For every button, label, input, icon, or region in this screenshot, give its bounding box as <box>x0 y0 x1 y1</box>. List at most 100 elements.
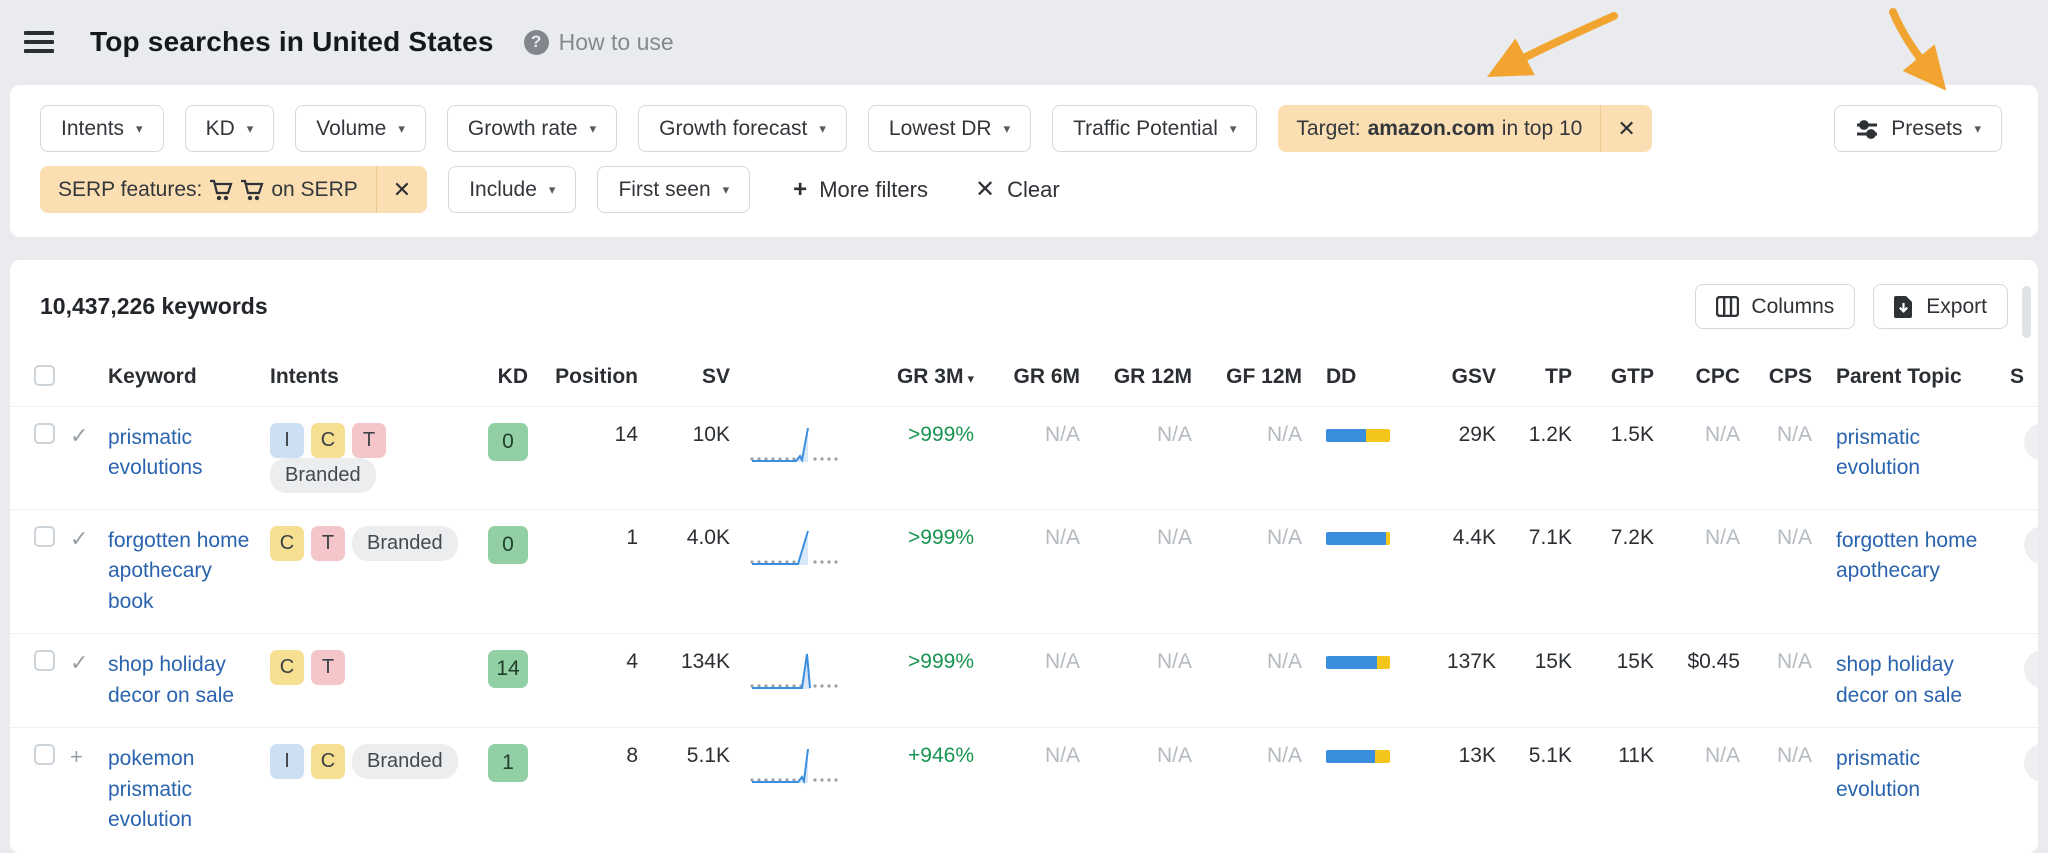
col-header-gtp[interactable]: GTP <box>1580 349 1662 407</box>
col-header-tp[interactable]: TP <box>1504 349 1580 407</box>
filter-row-2: SERP features: on SERP ✕ Include▾ First … <box>40 166 2008 213</box>
gtp-value: 11K <box>1580 728 1662 852</box>
col-header-position[interactable]: Position <box>536 349 646 407</box>
col-header-gf12m[interactable]: GF 12M <box>1200 349 1310 407</box>
col-header-gr6m[interactable]: GR 6M <box>982 349 1088 407</box>
gf12m-value: N/A <box>1200 510 1310 634</box>
chevron-down-icon: ▾ <box>1974 121 1981 137</box>
more-filters-button[interactable]: + More filters <box>793 176 928 204</box>
serp-features-button[interactable] <box>2024 423 2038 461</box>
col-header-gr12m[interactable]: GR 12M <box>1088 349 1200 407</box>
keyword-link[interactable]: forgotten home apothecary book <box>108 529 249 613</box>
filter-intents[interactable]: Intents▾ <box>40 105 164 152</box>
branded-badge: Branded <box>352 744 458 779</box>
row-checkbox[interactable] <box>34 526 55 547</box>
export-file-icon <box>1894 295 1914 318</box>
parent-topic-link[interactable]: prismatic evolution <box>1836 747 1920 800</box>
col-header-kd[interactable]: KD <box>474 349 536 407</box>
gr6m-value: N/A <box>982 510 1088 634</box>
shopping-cart-icon <box>240 179 264 201</box>
plus-add-icon[interactable]: + <box>70 744 83 769</box>
gr12m-value: N/A <box>1088 510 1200 634</box>
presets-button[interactable]: Presets ▾ <box>1834 105 2002 152</box>
chevron-down-icon: ▾ <box>136 121 143 137</box>
gr12m-value: N/A <box>1088 634 1200 728</box>
col-header-gr3m-sorted[interactable]: GR 3M▾ <box>850 349 982 407</box>
select-all-checkbox[interactable] <box>34 365 55 386</box>
position-value: 8 <box>536 728 646 852</box>
hamburger-menu-icon[interactable] <box>24 31 54 53</box>
filter-lowest-dr[interactable]: Lowest DR▾ <box>868 105 1031 152</box>
chevron-down-icon: ▾ <box>398 121 405 137</box>
filter-include[interactable]: Include▾ <box>448 166 576 213</box>
col-header-gsv[interactable]: GSV <box>1406 349 1504 407</box>
filter-kd[interactable]: KD▾ <box>185 105 275 152</box>
chevron-down-icon: ▾ <box>549 182 556 198</box>
col-header-parent-topic[interactable]: Parent Topic <box>1820 349 2002 407</box>
clear-x-icon: ✕ <box>975 175 995 204</box>
filter-growth-forecast[interactable]: Growth forecast▾ <box>638 105 847 152</box>
columns-button[interactable]: Columns <box>1695 284 1855 329</box>
parent-topic-link[interactable]: forgotten home apothecary <box>1836 529 1977 582</box>
row-checkbox[interactable] <box>34 650 55 671</box>
filter-volume[interactable]: Volume▾ <box>295 105 426 152</box>
intent-badge-informational: I <box>270 423 304 458</box>
page-title: Top searches in United States <box>90 26 494 58</box>
col-header-intents[interactable]: Intents <box>262 349 474 407</box>
shopping-cart-icon <box>209 179 233 201</box>
filter-growth-rate[interactable]: Growth rate▾ <box>447 105 617 152</box>
col-header-serp[interactable]: S <box>2002 349 2038 407</box>
cps-value: N/A <box>1748 634 1820 728</box>
sparkline-chart <box>746 744 846 786</box>
sv-value: 5.1K <box>646 728 738 852</box>
col-header-cpc[interactable]: CPC <box>1662 349 1748 407</box>
parent-topic-link[interactable]: prismatic evolution <box>1836 426 1920 479</box>
keyword-link[interactable]: shop holiday decor on sale <box>108 653 234 706</box>
col-header-dd[interactable]: DD <box>1310 349 1406 407</box>
serp-features-remove-button[interactable]: ✕ <box>376 166 427 213</box>
serp-features-filter-chip: SERP features: on SERP ✕ <box>40 166 427 213</box>
branded-badge: Branded <box>352 526 458 561</box>
keyword-link[interactable]: prismatic evolutions <box>108 426 203 479</box>
clear-filters-button[interactable]: ✕ Clear <box>975 175 1060 204</box>
demand-distribution-bar <box>1326 656 1390 669</box>
serp-features-chip-label[interactable]: SERP features: on SERP <box>40 166 376 213</box>
gr3m-value: >999% <box>850 510 982 634</box>
col-header-cps[interactable]: CPS <box>1748 349 1820 407</box>
target-filter-chip-label[interactable]: Target: amazon.com in top 10 <box>1278 105 1600 152</box>
check-icon: ✓ <box>70 526 88 551</box>
serp-features-button[interactable] <box>2024 744 2038 782</box>
target-domain: amazon.com <box>1368 117 1495 141</box>
col-header-sv[interactable]: SV <box>646 349 738 407</box>
filter-traffic-potential[interactable]: Traffic Potential▾ <box>1052 105 1257 152</box>
plus-icon: + <box>793 176 807 204</box>
intent-badge-commercial: C <box>311 423 345 458</box>
chevron-down-icon: ▾ <box>590 121 597 137</box>
serp-features-button[interactable] <box>2024 526 2038 564</box>
scrollbar[interactable] <box>2022 286 2031 338</box>
demand-distribution-bar <box>1326 532 1390 545</box>
target-filter-remove-button[interactable]: ✕ <box>1600 105 1651 152</box>
gf12m-value: N/A <box>1200 728 1310 852</box>
row-checkbox[interactable] <box>34 423 55 444</box>
sv-value: 134K <box>646 634 738 728</box>
gsv-value: 4.4K <box>1406 510 1504 634</box>
cps-value: N/A <box>1748 728 1820 852</box>
gf12m-value: N/A <box>1200 407 1310 510</box>
keyword-link[interactable]: pokemon prismatic evolution <box>108 747 194 831</box>
filter-row-1: Intents▾ KD▾ Volume▾ Growth rate▾ Growth… <box>40 105 2008 152</box>
demand-distribution-bar <box>1326 429 1390 442</box>
sort-desc-icon: ▾ <box>967 371 974 386</box>
how-to-use-link[interactable]: ? How to use <box>524 29 674 56</box>
parent-topic-link[interactable]: shop holiday decor on sale <box>1836 653 1962 706</box>
table-header-row: Keyword Intents KD Position SV GR 3M▾ GR… <box>10 349 2038 407</box>
columns-icon <box>1716 296 1739 317</box>
gf12m-value: N/A <box>1200 634 1310 728</box>
chevron-down-icon: ▾ <box>723 182 730 198</box>
export-button[interactable]: Export <box>1873 284 2008 329</box>
filter-first-seen[interactable]: First seen▾ <box>597 166 750 213</box>
row-checkbox[interactable] <box>34 744 55 765</box>
serp-features-button[interactable] <box>2024 650 2038 688</box>
kd-badge: 0 <box>488 423 528 461</box>
col-header-keyword[interactable]: Keyword <box>100 349 262 407</box>
